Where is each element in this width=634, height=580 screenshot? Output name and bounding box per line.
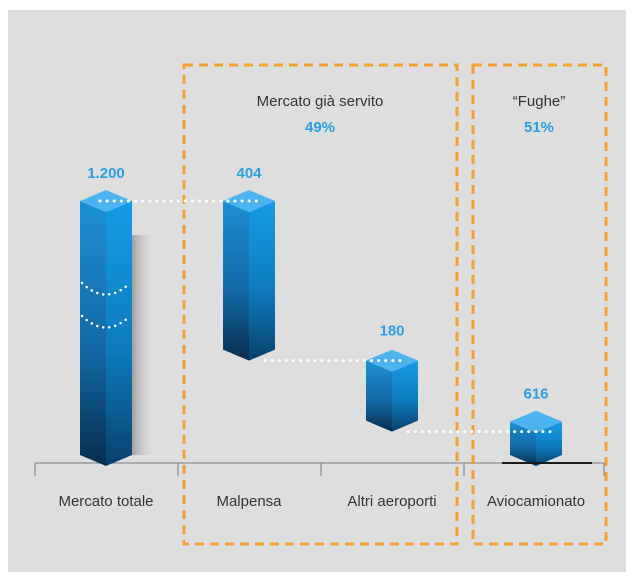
axis-break-mark xyxy=(80,314,132,329)
waterfall-chart: Mercato già servito 49% “Fughe” 51% Merc… xyxy=(34,63,608,546)
group-percent-mercato-servito: 49% xyxy=(305,119,335,136)
group-percent-fughe: 51% xyxy=(524,119,554,136)
bar-altri-aeroporti-face-right xyxy=(392,360,418,432)
category-label: Aviocamionato xyxy=(487,493,585,510)
group-label-mercato-servito: Mercato già servito xyxy=(257,93,384,110)
group-box-fughe xyxy=(471,63,608,546)
x-axis-ticks xyxy=(34,463,605,476)
bar-aviocamionato-top xyxy=(510,410,562,433)
value-label-malpensa: 404 xyxy=(236,165,262,182)
bar-malpensa-face-left xyxy=(223,201,249,361)
category-label: Mercato totale xyxy=(58,493,153,510)
bar-mercato-totale-face-right xyxy=(106,201,132,466)
bar-mercato-totale-shadow xyxy=(132,235,156,455)
bar-altri-aeroporti-face-left xyxy=(366,360,392,432)
category-label: Malpensa xyxy=(216,493,282,510)
value-label-mercato-totale: 1.200 xyxy=(87,165,125,182)
group-label-fughe: “Fughe” xyxy=(513,93,566,110)
value-label-aviocamionato: 616 xyxy=(523,386,548,403)
value-label-altri-aeroporti: 180 xyxy=(379,323,404,340)
group-box-mercato-servito xyxy=(182,63,459,546)
category-label: Altri aeroporti xyxy=(347,493,436,510)
axis-break-mark xyxy=(80,281,132,296)
bar-mercato-totale-face-left xyxy=(80,201,106,466)
chart-panel: Mercato già servito 49% “Fughe” 51% Merc… xyxy=(8,10,626,572)
bars-layer: 1.200 404 180 616 xyxy=(80,165,592,466)
bar-malpensa-face-right xyxy=(249,201,275,361)
